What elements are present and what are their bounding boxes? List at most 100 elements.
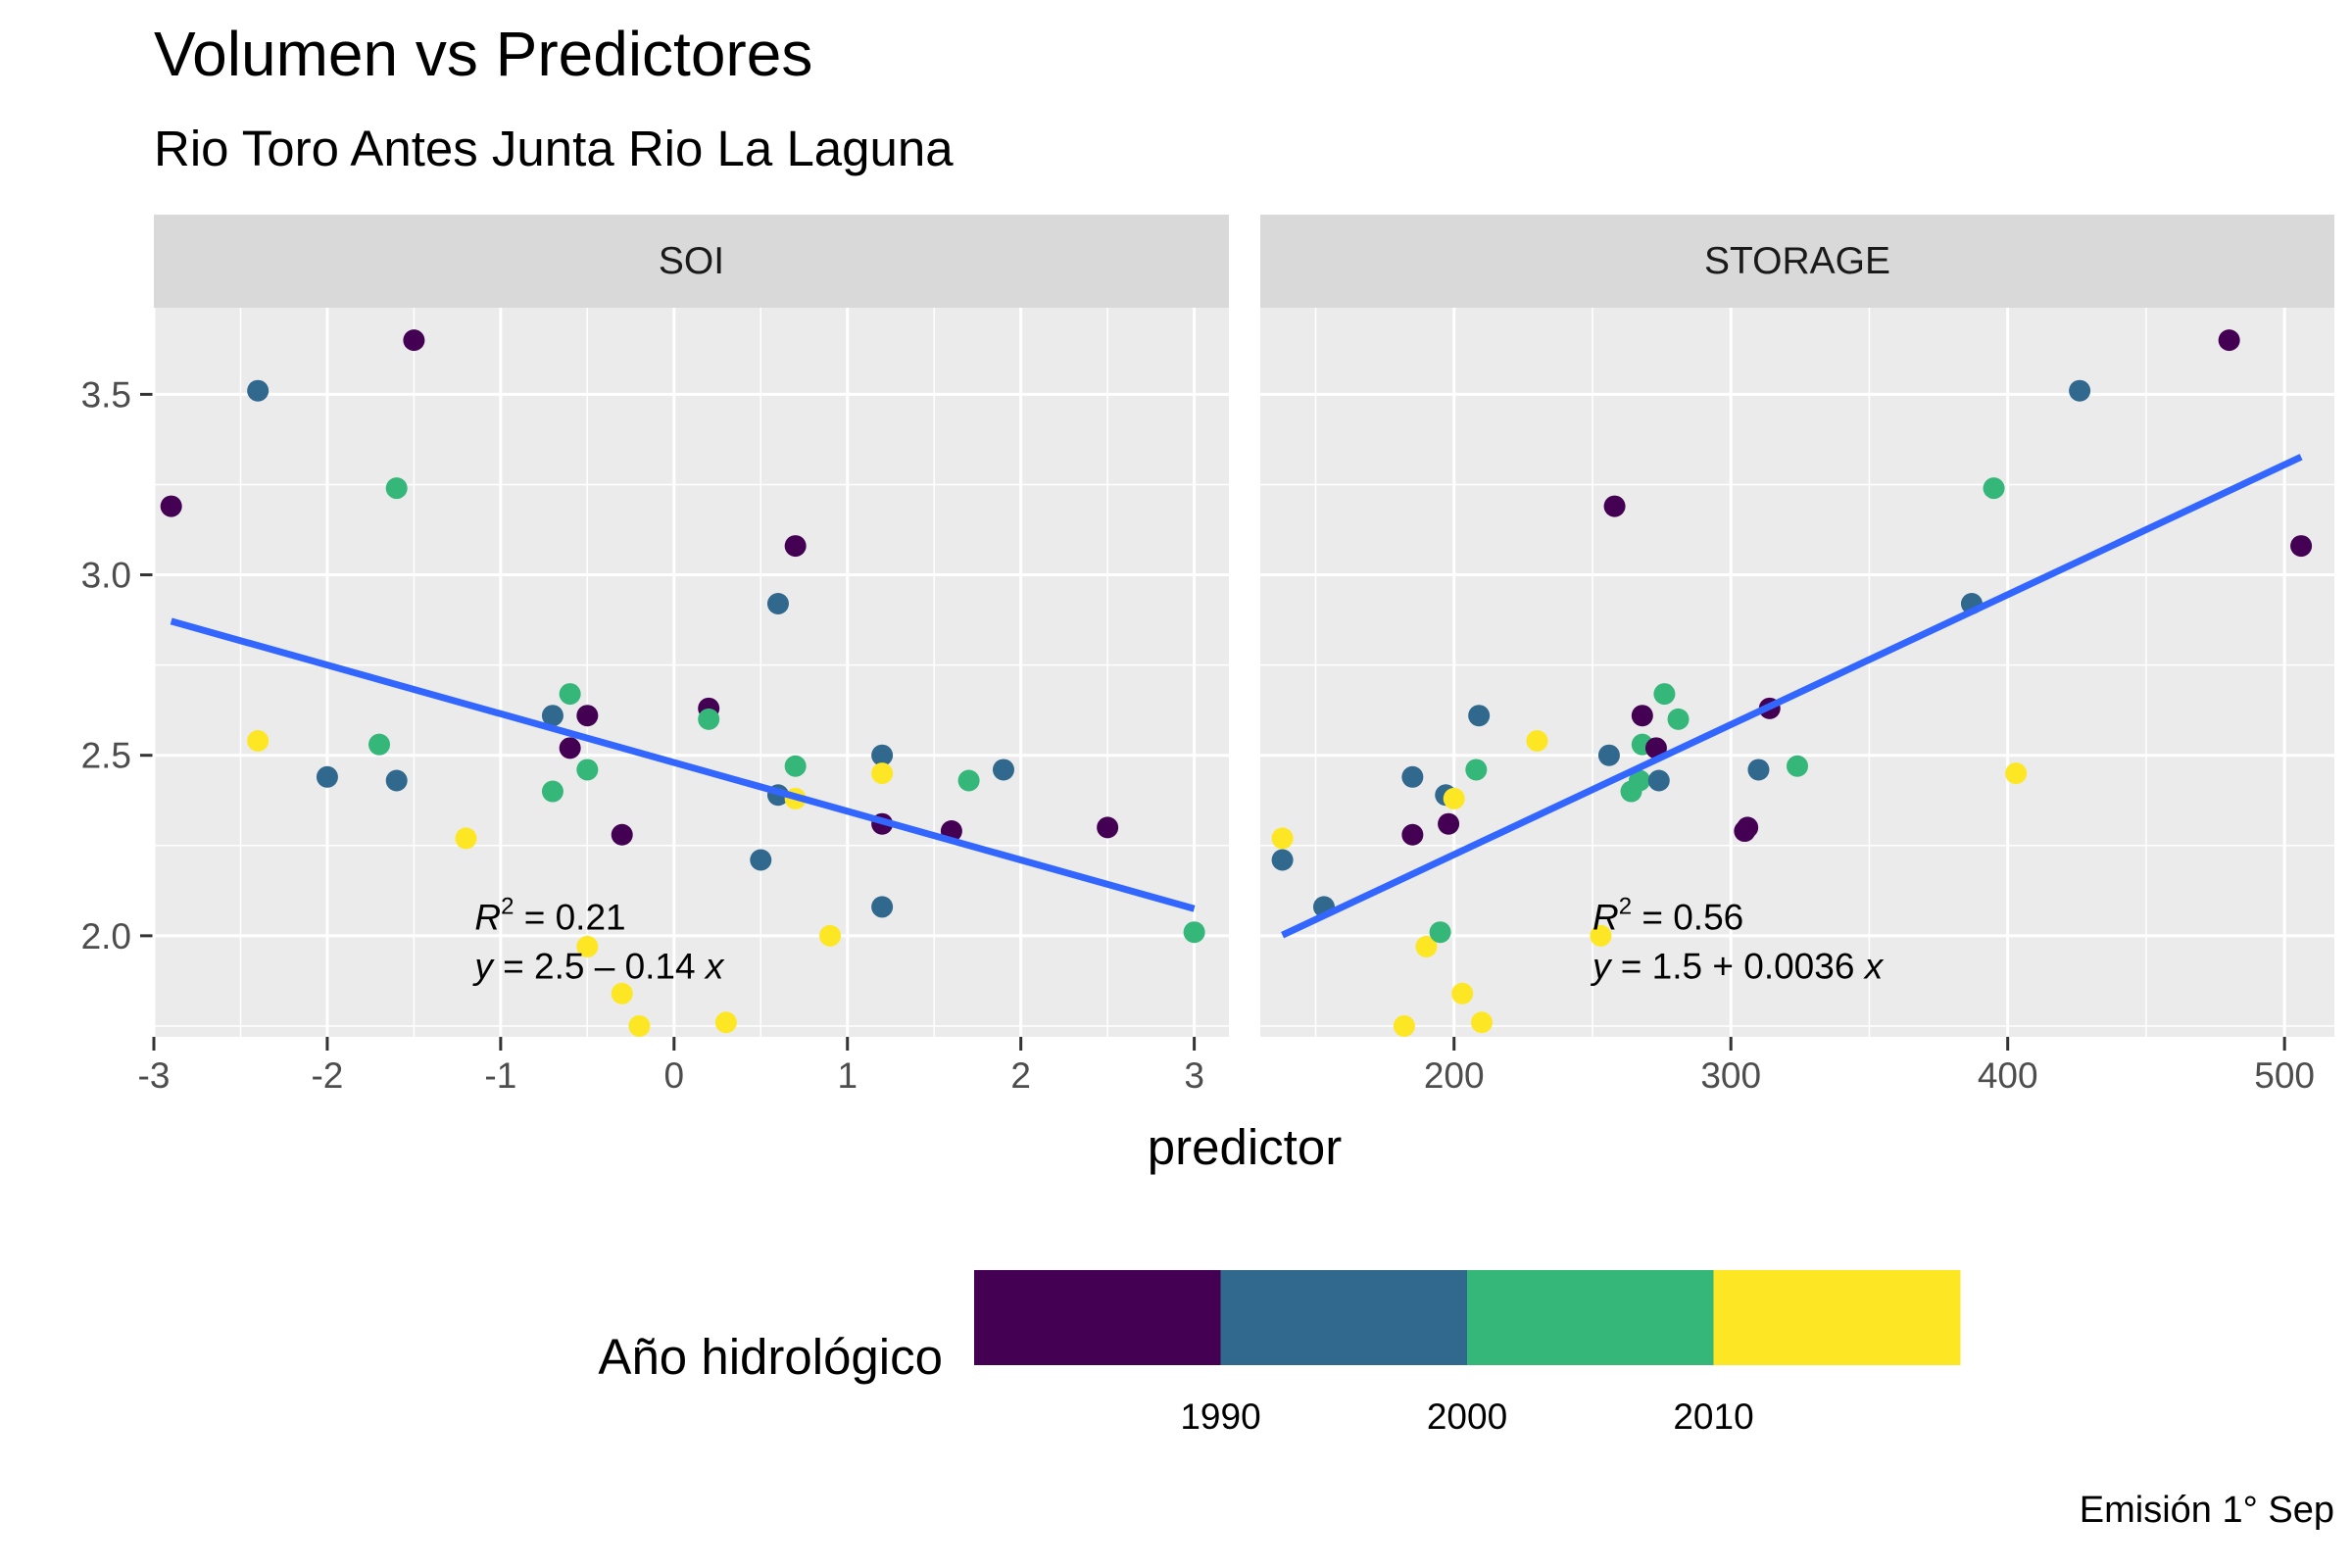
x-tick-label: 1 (837, 1055, 858, 1096)
facet-panel-soi: SOI -3 -2 -1 0 1 2 3 R2 = 0.21 y = 2.5 – 0.14 x (138, 215, 1229, 1096)
chart-caption: Emisión 1° Sep (2079, 1490, 2334, 1531)
data-point (871, 896, 894, 918)
data-point (316, 765, 338, 788)
data-point (1271, 849, 1294, 871)
data-point (1737, 816, 1759, 839)
r-squared-annotation: R2 = 0.21 (474, 893, 625, 937)
data-point (1429, 921, 1451, 944)
panel-background (154, 308, 1229, 1037)
data-point (247, 729, 270, 752)
data-point (1097, 816, 1119, 839)
data-point (871, 762, 894, 785)
data-point (1183, 921, 1205, 944)
data-point (1401, 823, 1424, 846)
x-tick-label: 2 (1010, 1055, 1031, 1096)
data-point (698, 708, 720, 730)
y-tick-label: 2.5 (81, 736, 131, 776)
data-point (559, 683, 581, 706)
chart-title: Volumen vs Predictores (154, 19, 813, 89)
legend-color-bin (1467, 1270, 1714, 1365)
data-point (784, 535, 807, 558)
data-point (957, 769, 980, 792)
data-point (819, 924, 842, 947)
data-point (1653, 683, 1676, 706)
data-point (714, 1011, 737, 1034)
x-tick-label: -2 (311, 1055, 343, 1096)
equation-annotation: y = 2.5 – 0.14 x (471, 946, 725, 986)
x-tick-label: -3 (138, 1055, 171, 1096)
facet-panel-storage: STORAGE 200 300 400 500 R2 = 0.56 y = 1.5 + 0.… (1260, 215, 2334, 1096)
data-point (784, 755, 807, 777)
data-point (576, 705, 599, 727)
data-point (2069, 379, 2091, 402)
data-point (1647, 769, 1670, 792)
data-point (541, 780, 564, 803)
x-tick-label: -1 (484, 1055, 516, 1096)
data-point (1631, 705, 1653, 727)
data-point (1468, 705, 1491, 727)
legend-tick-label: 1990 (1180, 1396, 1260, 1437)
data-point (611, 823, 633, 846)
data-point (455, 827, 477, 850)
data-point (766, 593, 789, 615)
y-tick-label: 3.0 (81, 556, 131, 596)
data-point (992, 759, 1014, 781)
data-point (2290, 535, 2313, 558)
legend-color-bin (1220, 1270, 1468, 1365)
data-point (1451, 982, 1474, 1004)
facet-strip-label: SOI (659, 240, 724, 282)
data-point (403, 329, 425, 352)
legend-tick-label: 2010 (1673, 1396, 1753, 1437)
data-point (1747, 759, 1770, 781)
data-point (1438, 812, 1460, 835)
facet-strip (154, 215, 1229, 308)
data-point (1667, 708, 1690, 730)
data-point (385, 769, 408, 792)
data-point (750, 849, 772, 871)
data-point (541, 705, 564, 727)
data-point (1465, 759, 1488, 781)
data-point (1983, 477, 2005, 500)
x-tick-label: 500 (2254, 1055, 2315, 1096)
x-tick-label: 400 (1978, 1055, 2038, 1096)
data-point (1590, 924, 1612, 947)
data-point (2218, 329, 2240, 352)
data-point (1526, 729, 1548, 752)
legend-tick-label: 2000 (1427, 1396, 1507, 1437)
y-tick-label: 3.5 (81, 374, 131, 415)
panel-background (1260, 308, 2334, 1037)
x-tick-label: 200 (1424, 1055, 1485, 1096)
data-point (2005, 762, 2028, 785)
data-point (576, 759, 599, 781)
x-tick-label: 3 (1184, 1055, 1204, 1096)
data-point (1393, 1014, 1415, 1037)
data-point (871, 744, 894, 766)
facet-strip (1260, 215, 2334, 308)
facet-strip-label: STORAGE (1704, 240, 1890, 282)
data-point (1787, 755, 1808, 777)
data-point (247, 379, 270, 402)
data-point (611, 982, 633, 1004)
data-point (385, 477, 408, 500)
regression-line (170, 617, 1196, 912)
data-point (559, 737, 581, 760)
data-point (628, 1014, 651, 1037)
data-point (1271, 827, 1294, 850)
data-point (1470, 1011, 1493, 1034)
x-tick-label: 0 (664, 1055, 685, 1096)
r-squared-annotation: R2 = 0.56 (1592, 893, 1743, 937)
x-axis-title: predictor (1148, 1119, 1342, 1175)
y-tick-label: 2.0 (81, 916, 131, 956)
equation-annotation: y = 1.5 + 0.0036 x (1590, 946, 1885, 986)
data-point (1401, 765, 1424, 788)
data-point (1597, 744, 1620, 766)
legend-color-bin (1713, 1270, 1961, 1365)
data-point (1443, 787, 1465, 809)
regression-line (1281, 454, 2303, 939)
legend-title: Año hidrológico (598, 1329, 943, 1385)
x-tick-label: 300 (1700, 1055, 1761, 1096)
data-point (1415, 935, 1438, 957)
data-point (368, 733, 391, 756)
data-point (576, 935, 599, 957)
